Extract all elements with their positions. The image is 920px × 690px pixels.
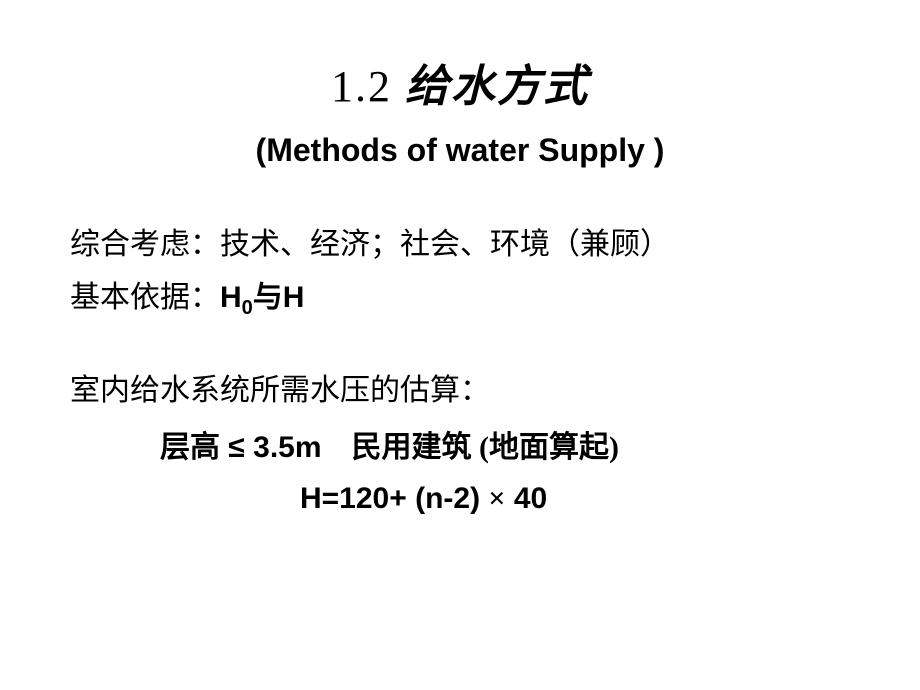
formula-line: H=120+ (n-2) × 40 (70, 473, 850, 524)
title-number: 1.2 (331, 62, 392, 111)
basis-h0: H (220, 281, 242, 314)
floor-suffix: 民用建筑 (地面算起) (352, 431, 619, 464)
consideration-line: 综合考虑：技术、经济；社会、环境（兼顾） (70, 219, 850, 270)
formula-end: 40 (506, 482, 548, 515)
formula-main: H=120+ (n-2) (300, 482, 488, 515)
le-symbol: ≤ (220, 431, 253, 464)
basis-line: 基本依据：H0与H (70, 272, 850, 325)
floor-height-line: 层高 ≤ 3.5m 民用建筑 (地面算起) (70, 422, 850, 473)
title-section: 1.2 给水方式 (Methods of water Supply ) (70, 50, 850, 169)
basis-sub: 0 (242, 297, 253, 319)
basis-and: 与 (253, 281, 283, 314)
content-section: 综合考虑：技术、经济；社会、环境（兼顾） 基本依据：H0与H 室内给水系统所需水… (70, 219, 850, 524)
floor-prefix: 层高 (160, 431, 220, 464)
floor-value: 3.5m (253, 431, 321, 464)
gap (322, 431, 352, 464)
basis-prefix: 基本依据： (70, 281, 220, 314)
subtitle-english: (Methods of water Supply ) (70, 132, 850, 169)
basis-h: H (283, 281, 305, 314)
main-title: 1.2 给水方式 (70, 50, 850, 114)
title-chinese: 给水方式 (405, 62, 589, 111)
estimation-line: 室内给水系统所需水压的估算： (70, 365, 850, 416)
times-symbol: × (488, 482, 505, 515)
